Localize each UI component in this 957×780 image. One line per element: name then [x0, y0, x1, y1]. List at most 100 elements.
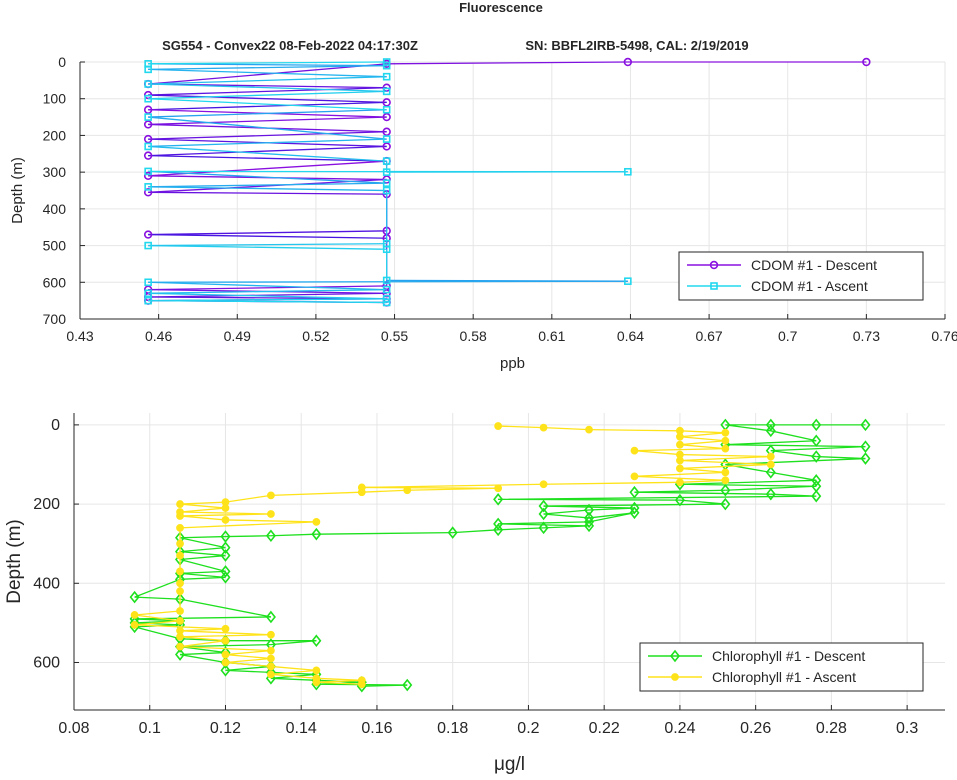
chl-x-tick-label-1: 0.1 — [139, 720, 161, 737]
chl-series-1-segment-6 — [225, 662, 270, 666]
chl-series-0-segment-17 — [634, 492, 770, 494]
cdom-series-0-segment-17 — [148, 192, 387, 194]
chl-series-1-point-42 — [722, 477, 729, 484]
chl-series-1-segment-48 — [680, 455, 771, 457]
chl-series-0-segment-8 — [771, 451, 816, 457]
chl-series-1-point-25 — [177, 540, 184, 547]
cdom-legend-label-1: CDOM #1 - Ascent — [751, 278, 868, 294]
chl-series-0-segment-43 — [180, 571, 225, 573]
chl-series-1-point-8 — [268, 655, 275, 662]
chl-series-1-point-5 — [313, 667, 320, 674]
chl-series-1-point-26 — [177, 524, 184, 531]
cdom-x-tick-label-8: 0.67 — [695, 328, 722, 344]
chl-series-0-segment-25 — [544, 510, 589, 514]
chl-y-axis-label: Depth (m) — [4, 519, 25, 603]
chl-legend-label-1: Chlorophyll #1 - Ascent — [712, 669, 856, 685]
chl-series-0-segment-6 — [725, 445, 865, 447]
chl-series-1-point-10 — [268, 647, 275, 654]
chl-x-tick-label-3: 0.14 — [286, 720, 317, 737]
chl-series-0-segment-12 — [771, 472, 816, 480]
cdom-series-1-segment-13 — [148, 171, 387, 183]
chl-series-1-point-37 — [404, 487, 411, 494]
chl-series-1-point-49 — [677, 451, 684, 458]
chl-series-0-segment-40 — [180, 552, 225, 556]
chl-series-0-segment-42 — [180, 560, 225, 572]
cdom-series-0-segment-20 — [148, 235, 387, 239]
chl-series-1-segment-52 — [680, 441, 725, 445]
chl-series-1-segment-27 — [225, 520, 316, 522]
chl-series-0-segment-61 — [180, 655, 225, 663]
cdom-x-tick-label-10: 0.73 — [853, 328, 880, 344]
chl-series-1-point-48 — [767, 453, 774, 460]
chl-series-1-point-28 — [222, 517, 229, 524]
chl-series-1-segment-55 — [680, 431, 725, 433]
chl-series-1-point-55 — [722, 429, 729, 436]
chl-series-0-segment-7 — [771, 447, 866, 451]
chl-series-1-point-43 — [631, 473, 638, 480]
chl-series-1-point-40 — [540, 481, 547, 488]
chl-x-tick-label-6: 0.2 — [517, 720, 539, 737]
chl-series-1-point-52 — [677, 441, 684, 448]
cdom-x-tick-label-5: 0.58 — [460, 328, 487, 344]
chl-series-0-segment-20 — [498, 499, 680, 500]
chl-series-0-segment-23 — [544, 506, 635, 508]
chl-series-1-point-6 — [268, 663, 275, 670]
chl-series-0-segment-3 — [725, 425, 770, 431]
chl-series-1-point-9 — [222, 651, 229, 658]
chl-series-1-segment-31 — [180, 508, 225, 512]
chl-series-1-point-23 — [177, 568, 184, 575]
chl-series-0-segment-41 — [180, 556, 225, 560]
cdom-x-tick-label-2: 0.49 — [224, 328, 251, 344]
chl-series-1-point-24 — [177, 552, 184, 559]
chl-x-tick-label-10: 0.28 — [816, 720, 847, 737]
chl-series-0-segment-21 — [680, 500, 725, 504]
chl-series-0-segment-37 — [180, 537, 225, 538]
chl-x-tick-label-4: 0.16 — [361, 720, 392, 737]
chl-series-0-segment-47 — [135, 597, 180, 599]
chl-x-tick-label-7: 0.22 — [589, 720, 620, 737]
cdom-x-tick-label-1: 0.46 — [145, 328, 172, 344]
cdom-series-1-segment-8 — [148, 246, 387, 250]
cdom-series-1-segment-25 — [148, 69, 387, 76]
chl-series-1-point-19 — [131, 612, 138, 619]
cdom-x-tick-label-0: 0.43 — [66, 328, 93, 344]
chl-series-0-segment-30 — [498, 524, 589, 526]
chl-series-1-point-59 — [495, 423, 502, 430]
cdom-series-1-segment-22 — [148, 91, 387, 98]
chl-y-tick-label-0: 0 — [51, 417, 60, 434]
chl-series-0-segment-33 — [453, 530, 498, 533]
chl-series-1-point-14 — [268, 631, 275, 638]
chl-series-0-segment-60 — [180, 653, 225, 655]
chl-legend-marker-1 — [672, 674, 679, 681]
chl-series-1-point-41 — [677, 479, 684, 486]
chl-series-1-segment-53 — [680, 437, 725, 441]
cdom-x-tick-label-3: 0.52 — [302, 328, 329, 344]
chl-series-1-point-2 — [358, 677, 365, 684]
cdom-x-axis-label: ppb — [500, 355, 525, 372]
chl-series-1-point-53 — [722, 437, 729, 444]
chl-series-0-segment-67 — [271, 678, 316, 680]
chl-series-0-segment-64 — [225, 670, 270, 672]
chl-series-1-point-50 — [631, 447, 638, 454]
chl-series-0-segment-24 — [589, 508, 634, 510]
chl-series-0-segment-31 — [544, 526, 589, 528]
figure-subtitle-left: SG554 - Convex22 08-Feb-2022 04:17:30Z — [162, 38, 418, 53]
chl-series-1-segment-28 — [180, 516, 225, 520]
chl-series-1-segment-7 — [225, 659, 270, 663]
chl-series-1-point-4 — [268, 671, 275, 678]
figure-subtitle-right: SN: BBFL2IRB-5498, CAL: 2/19/2019 — [525, 38, 748, 53]
chl-series-1-point-34 — [222, 499, 229, 506]
chl-series-0-segment-45 — [180, 577, 225, 579]
chl-series-0-segment-26 — [544, 514, 589, 518]
chl-series-0-segment-14 — [680, 484, 816, 486]
chl-series-1-segment-9 — [225, 651, 270, 655]
chl-series-1-point-12 — [222, 637, 229, 644]
chl-series-1-point-58 — [540, 424, 547, 431]
cdom-series-0-segment-19 — [148, 231, 387, 235]
chl-x-tick-label-2: 0.12 — [210, 720, 241, 737]
cdom-x-tick-label-9: 0.7 — [778, 328, 798, 344]
chl-x-tick-label-11: 0.3 — [896, 720, 918, 737]
chl-series-1-point-35 — [268, 492, 275, 499]
